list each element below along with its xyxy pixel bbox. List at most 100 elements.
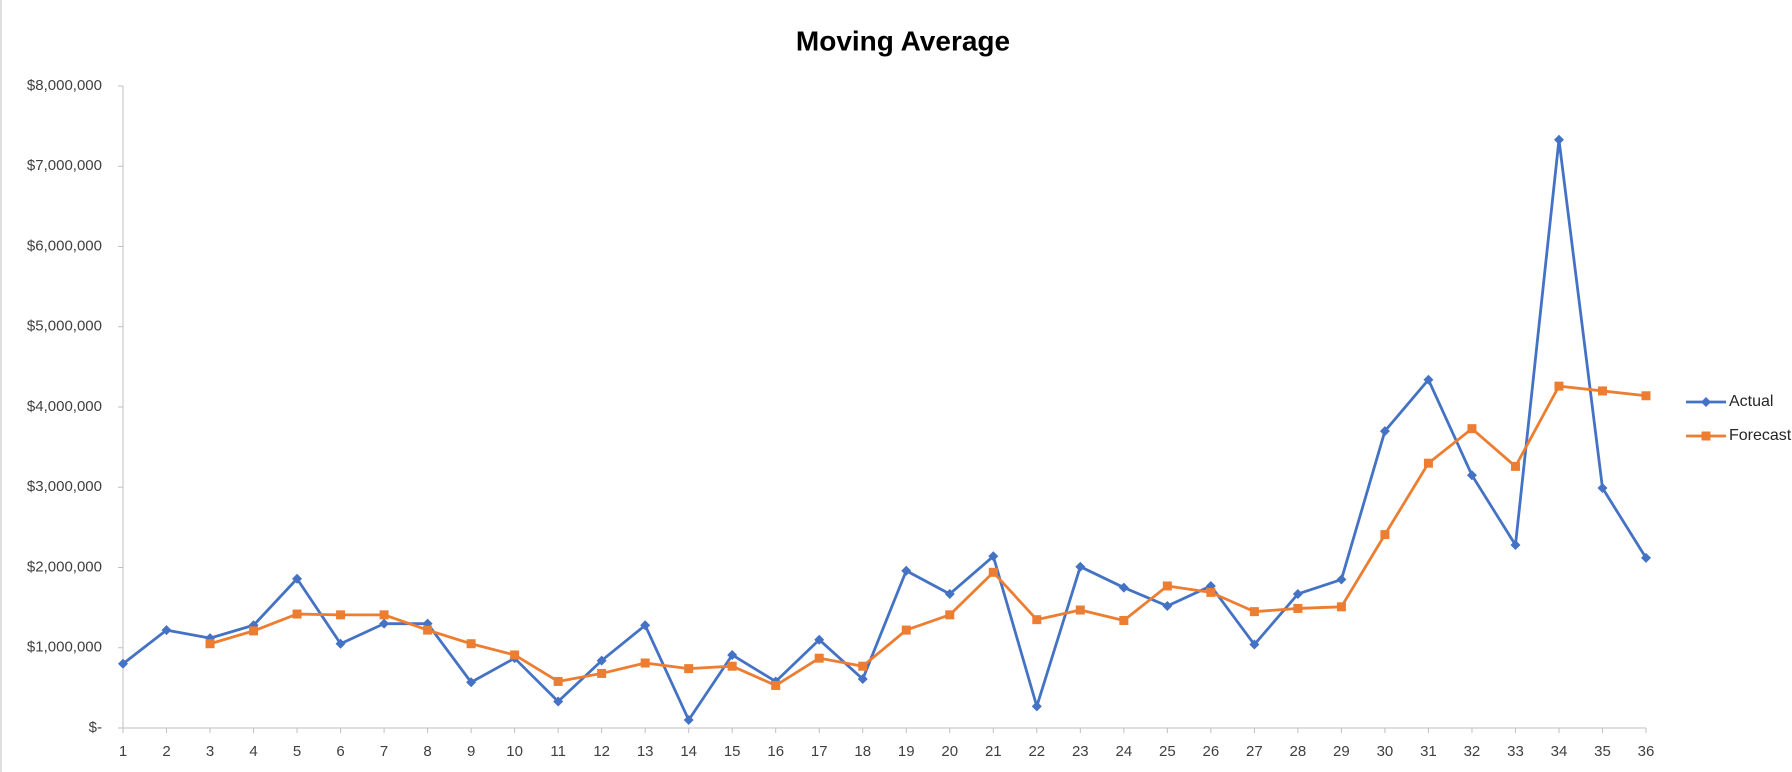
data-point — [292, 609, 302, 619]
data-point — [1510, 540, 1521, 551]
x-tick-label: 34 — [1551, 743, 1568, 760]
x-tick-label: 31 — [1420, 743, 1437, 760]
data-point — [1031, 701, 1042, 712]
data-point — [379, 610, 389, 620]
data-point — [814, 653, 824, 663]
x-tick-label: 30 — [1377, 743, 1394, 760]
data-point — [1293, 603, 1303, 613]
data-point — [988, 567, 998, 577]
data-point — [901, 625, 911, 635]
data-point — [683, 714, 694, 725]
data-point — [727, 649, 738, 660]
data-point — [1336, 602, 1346, 612]
y-tick-label: $- — [89, 719, 102, 736]
data-point — [814, 634, 825, 645]
data-point — [858, 661, 868, 671]
x-tick-label: 12 — [593, 743, 610, 760]
data-point — [335, 638, 346, 649]
data-point — [1553, 134, 1564, 145]
data-point — [553, 696, 564, 707]
x-tick-label: 8 — [423, 743, 431, 760]
x-tick-label: 23 — [1072, 743, 1089, 760]
series-line — [209, 384, 1647, 687]
data-point — [727, 661, 737, 671]
x-tick-label: 15 — [724, 743, 741, 760]
data-point — [336, 610, 346, 620]
legend-marker — [1701, 397, 1711, 407]
x-tick-label: 20 — [941, 743, 958, 760]
data-point — [1119, 615, 1129, 625]
y-tick-label: $5,000,000 — [27, 318, 102, 335]
x-tick-label: 33 — [1507, 743, 1524, 760]
data-point — [684, 664, 694, 674]
data-point — [423, 625, 433, 635]
data-point — [1423, 458, 1433, 468]
data-point — [161, 625, 172, 636]
data-point — [1075, 561, 1086, 572]
data-point — [1336, 574, 1347, 585]
data-point — [1162, 601, 1173, 612]
x-tick-label: 6 — [336, 743, 344, 760]
data-point — [1032, 615, 1042, 625]
x-tick-label: 5 — [293, 743, 301, 760]
data-point — [1118, 582, 1129, 593]
x-tick-label: 4 — [249, 743, 257, 760]
x-tick-label: 29 — [1333, 743, 1350, 760]
x-tick-label: 11 — [550, 743, 566, 760]
chart-title: Moving Average — [796, 25, 1010, 56]
data-point — [1641, 391, 1651, 401]
data-point — [1379, 426, 1390, 437]
data-point — [1510, 461, 1520, 471]
legend-marker — [1701, 431, 1711, 441]
data-point — [466, 677, 477, 688]
data-point — [1206, 587, 1216, 597]
data-point — [901, 565, 912, 576]
x-tick-label: 24 — [1115, 743, 1132, 760]
data-point — [597, 668, 607, 678]
data-point — [988, 551, 999, 562]
x-tick-label: 10 — [506, 743, 523, 760]
x-tick-label: 16 — [767, 743, 784, 760]
legend-label: Actual — [1729, 393, 1773, 410]
x-tick-label: 7 — [380, 743, 388, 760]
data-point — [1467, 424, 1477, 434]
data-point — [118, 658, 128, 669]
data-point — [553, 676, 563, 686]
x-tick-label: 25 — [1159, 743, 1176, 760]
data-point — [640, 620, 651, 631]
data-point — [1249, 607, 1259, 617]
y-tick-label: $1,000,000 — [27, 639, 102, 656]
data-point — [1249, 639, 1260, 650]
series-line — [122, 138, 1648, 722]
data-point — [1597, 386, 1607, 396]
data-point — [249, 626, 259, 636]
data-point — [1292, 588, 1303, 599]
x-tick-label: 22 — [1028, 743, 1045, 760]
data-point — [1554, 381, 1564, 391]
data-point — [596, 655, 607, 666]
x-tick-label: 19 — [898, 743, 915, 760]
y-tick-label: $4,000,000 — [27, 398, 102, 415]
data-point — [1423, 374, 1434, 385]
data-point — [466, 639, 476, 649]
x-tick-label: 27 — [1246, 743, 1263, 760]
data-point — [1075, 605, 1085, 615]
data-point — [205, 639, 215, 649]
data-point — [1162, 581, 1172, 591]
data-point — [1641, 552, 1651, 563]
x-tick-label: 32 — [1464, 743, 1481, 760]
x-tick-label: 17 — [811, 743, 828, 760]
x-tick-label: 26 — [1203, 743, 1220, 760]
x-tick-label: 3 — [206, 743, 214, 760]
x-tick-label: 9 — [467, 743, 475, 760]
legend-label: Forecast — [1729, 427, 1792, 444]
y-tick-label: $7,000,000 — [27, 157, 102, 174]
x-tick-label: 28 — [1290, 743, 1307, 760]
x-tick-label: 21 — [985, 743, 1002, 760]
x-tick-label: 18 — [854, 743, 871, 760]
data-point — [510, 650, 520, 660]
y-tick-label: $2,000,000 — [27, 558, 102, 575]
data-point — [857, 674, 868, 685]
